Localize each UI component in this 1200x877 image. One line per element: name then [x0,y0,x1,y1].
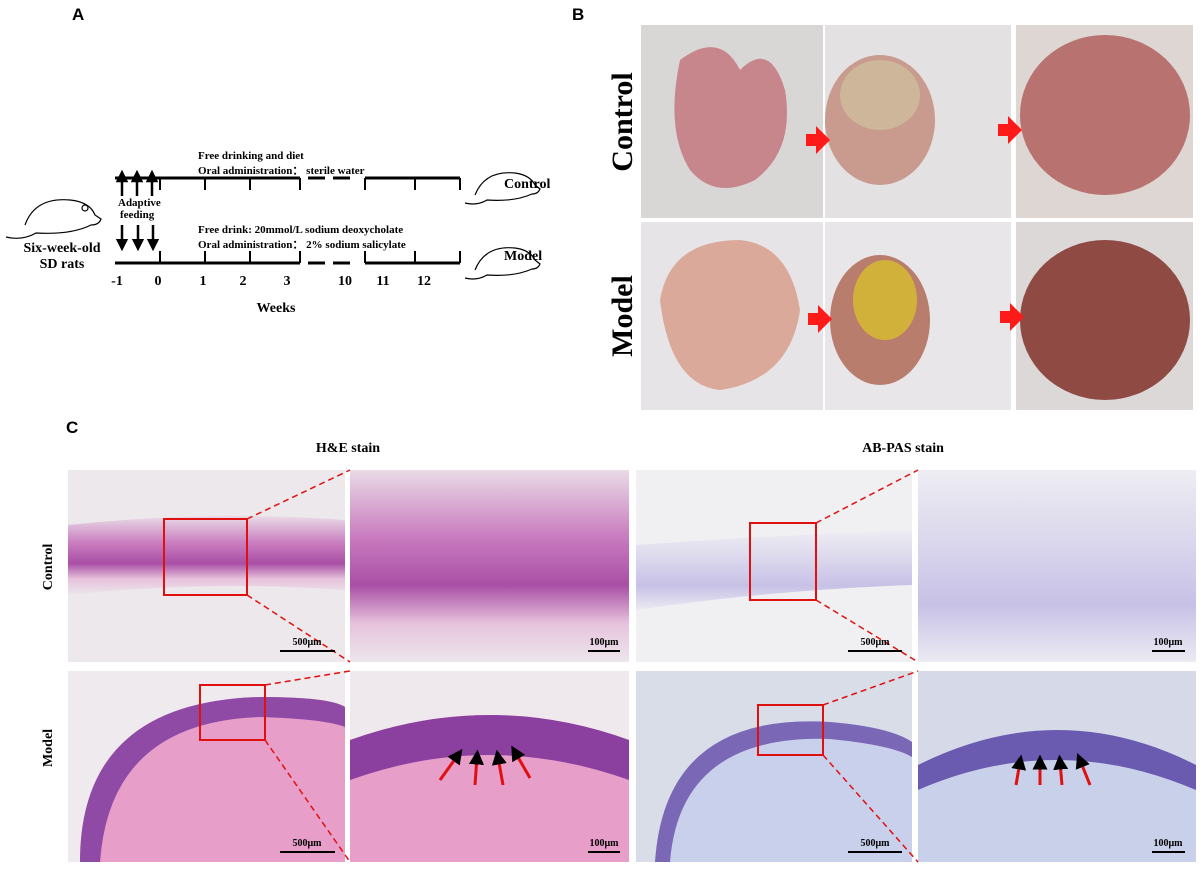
week-label: -1 [111,274,123,289]
scale-bar-label: 500μm [861,637,891,648]
panel-label: A [72,5,84,24]
scale-bar-label: 100μm [1154,838,1184,849]
tick [159,178,461,190]
panel-c: C H&E stain AB-PAS stain Control Model 5… [41,418,1196,863]
row-label: Control [41,544,56,591]
scale-bar-label: 500μm [293,637,323,648]
rat-icons [5,172,541,280]
row-label: Model [41,729,56,767]
scale-bar-label: 100μm [590,838,620,849]
condition-text: Free drinking and diet [198,150,304,162]
group-label: Control [504,177,551,192]
week-label: 12 [417,274,431,289]
axis-label: Weeks [257,301,296,316]
panel-label: C [66,418,78,437]
scale-bars: 500μm 100μm 500μm 100μm 500μm 100μm 500μ… [293,637,1184,849]
row-label: Control [606,72,639,171]
week-label: 3 [284,274,291,289]
scale-bar-label: 100μm [590,637,620,648]
subject-text: SD rats [40,257,85,272]
photos [641,25,1193,410]
subject-text: Six-week-old [24,241,101,256]
scale-bar-label: 500μm [293,838,323,849]
scale-bar-label: 500μm [861,838,891,849]
week-label: 2 [240,274,247,289]
week-label: 0 [155,274,162,289]
week-label: 11 [376,274,389,289]
column-label: AB-PAS stain [862,441,944,456]
condition-text: Oral administration： sterile water [198,165,365,177]
week-label: 10 [338,274,352,289]
panel-label: B [572,5,584,24]
adaptive-text: feeding [120,209,155,221]
annotation-arrows [438,745,1092,786]
condition-text: Free drink: 20mmol/L sodium deoxycholate [198,224,403,236]
column-label: H&E stain [316,441,380,456]
arrows [115,169,160,252]
group-label: Model [504,249,542,264]
condition-text: Oral administration： 2% sodium salicylat… [198,239,406,251]
adaptive-text: Adaptive [118,197,161,209]
scale-bar-lines [280,650,1185,853]
tick [159,251,461,263]
scale-bar-label: 100μm [1154,637,1184,648]
panel-b: B Control Model [572,5,1193,410]
panel-a: A Free drinking and diet Oral administra… [5,5,551,316]
week-labels: -1 0 1 2 3 10 11 12 Weeks Six-week-old S… [24,241,432,316]
week-label: 1 [200,274,207,289]
micrographs [68,470,1196,862]
row-label: Model [606,275,639,357]
